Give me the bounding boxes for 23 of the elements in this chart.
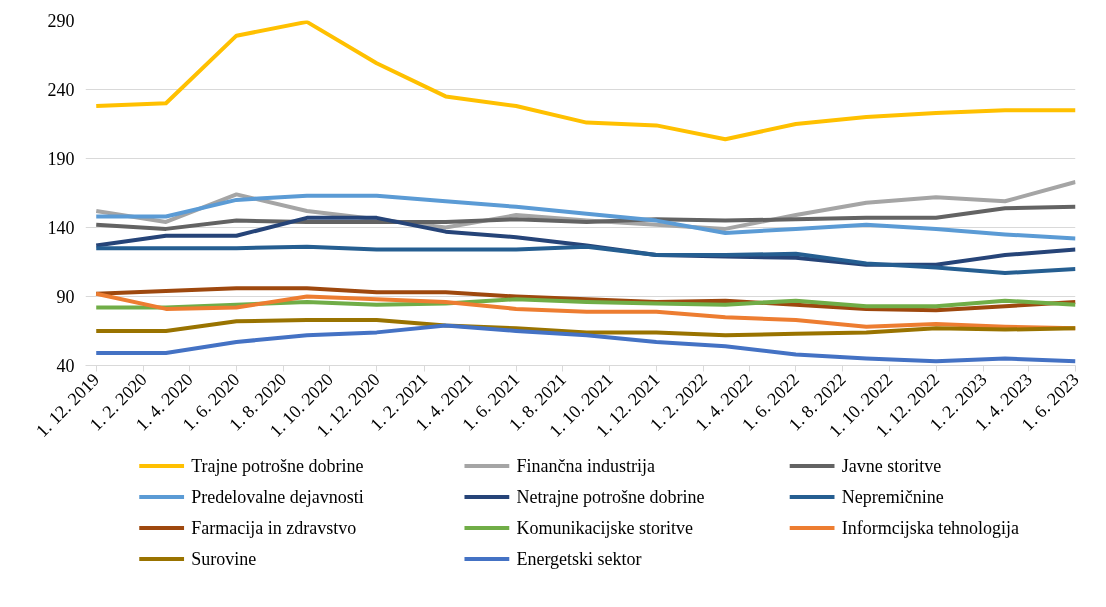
y-tick-label: 140: [47, 218, 75, 238]
legend-label: Energetski sektor: [516, 549, 642, 569]
y-tick-label: 40: [56, 356, 75, 376]
legend-label: Farmacija in zdravstvo: [191, 518, 357, 538]
legend-label: Netrajne potrošne dobrine: [516, 487, 705, 507]
line-series: [94, 244, 1076, 276]
y-tick-label: 290: [47, 11, 75, 31]
legend-label: Finančna industrija: [516, 456, 655, 476]
legend-label: Informcijska tehnologija: [841, 518, 1020, 538]
legend-label: Surovine: [191, 549, 257, 569]
y-tick-label: 90: [56, 287, 75, 307]
line-series: [94, 317, 1076, 338]
legend-label: Trajne potrošne dobrine: [191, 456, 364, 476]
line-series: [94, 204, 1076, 231]
line-series: [94, 193, 1076, 241]
line-series: [94, 323, 1076, 364]
legend-label: Predelovalne dejavnosti: [191, 487, 364, 507]
legend-label: Javne storitve: [841, 456, 942, 476]
y-tick-label: 240: [47, 80, 75, 100]
legend-label: Nepremičnine: [841, 487, 944, 507]
y-tick-label: 190: [47, 149, 75, 169]
line-series: [94, 20, 1076, 142]
legend-label: Komunikacijske storitve: [516, 518, 693, 538]
